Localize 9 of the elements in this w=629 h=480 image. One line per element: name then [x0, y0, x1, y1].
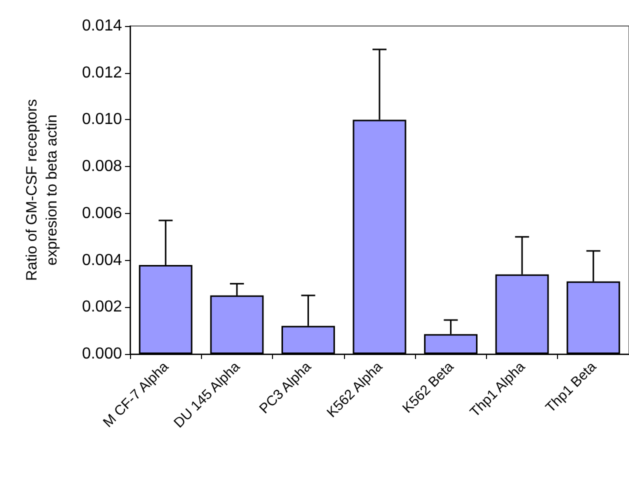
y-tick-label: 0.012: [82, 64, 122, 82]
y-tick-label: 0.006: [82, 204, 122, 222]
y-axis-title: Ratio of GM-CSF receptors expresion to beta actin: [24, 99, 60, 281]
y-tick-label: 0.014: [82, 18, 122, 34]
y-tick-label: 0.000: [82, 346, 122, 362]
y-tick-label: 0.008: [82, 158, 122, 176]
y-tick-label: 0.002: [82, 298, 122, 316]
y-tick-label: 0.010: [82, 111, 122, 128]
y-tick-label: 0.004: [82, 252, 122, 269]
